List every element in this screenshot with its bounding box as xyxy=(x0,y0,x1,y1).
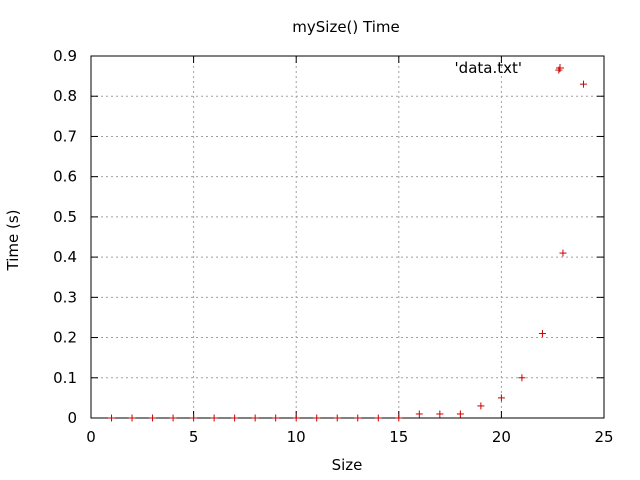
data-point xyxy=(169,414,177,422)
data-point xyxy=(395,414,403,422)
chart-title: mySize() Time xyxy=(292,18,399,36)
data-point xyxy=(436,410,444,418)
data-point xyxy=(415,410,423,418)
y-tick-label: 0.4 xyxy=(53,248,77,266)
y-tick-label: 0.2 xyxy=(53,329,77,347)
y-tick-label: 0.9 xyxy=(53,47,77,65)
plot-frame xyxy=(90,55,605,419)
data-point xyxy=(292,414,300,422)
data-point xyxy=(559,249,567,257)
legend: 'data.txt' xyxy=(455,59,564,77)
y-tick-label: 0.3 xyxy=(53,288,77,306)
x-tick-label: 0 xyxy=(86,428,96,446)
y-tick-label: 0.1 xyxy=(53,369,77,387)
grid-lines xyxy=(91,56,604,418)
data-point xyxy=(456,410,464,418)
data-point xyxy=(333,414,341,422)
x-tick-label: 15 xyxy=(389,428,408,446)
legend-label: 'data.txt' xyxy=(455,59,522,77)
data-point xyxy=(497,394,505,402)
data-point xyxy=(128,414,136,422)
x-tick-label: 25 xyxy=(594,428,613,446)
data-point xyxy=(272,414,280,422)
data-point xyxy=(190,414,198,422)
data-point xyxy=(518,374,526,382)
data-point xyxy=(477,402,485,410)
data-point xyxy=(555,66,563,74)
legend-marker xyxy=(556,64,564,72)
y-tick-label: 0.7 xyxy=(53,127,77,145)
data-point xyxy=(231,414,239,422)
data-points xyxy=(108,66,587,422)
data-point xyxy=(149,414,157,422)
data-point xyxy=(579,80,587,88)
data-point xyxy=(374,414,382,422)
data-point xyxy=(354,414,362,422)
data-point xyxy=(108,414,116,422)
x-tick-label: 10 xyxy=(287,428,306,446)
x-tick-label: 5 xyxy=(189,428,199,446)
y-tick-label: 0.8 xyxy=(53,87,77,105)
data-point xyxy=(538,330,546,338)
y-tick-label: 0.5 xyxy=(53,208,77,226)
x-axis-label: Size xyxy=(332,456,363,474)
y-tick-label: 0.6 xyxy=(53,168,77,186)
axis-ticks: 0 5 10 15 20 25 0 0.1 0.2 0.3 0.4 0.5 0.6 0.7 0.8 0.9 xyxy=(53,47,613,446)
y-axis-label: Time (s) xyxy=(4,210,22,272)
y-tick-label: 0 xyxy=(67,409,77,427)
data-point xyxy=(210,414,218,422)
data-point xyxy=(251,414,259,422)
x-tick-label: 20 xyxy=(492,428,511,446)
data-point xyxy=(313,414,321,422)
